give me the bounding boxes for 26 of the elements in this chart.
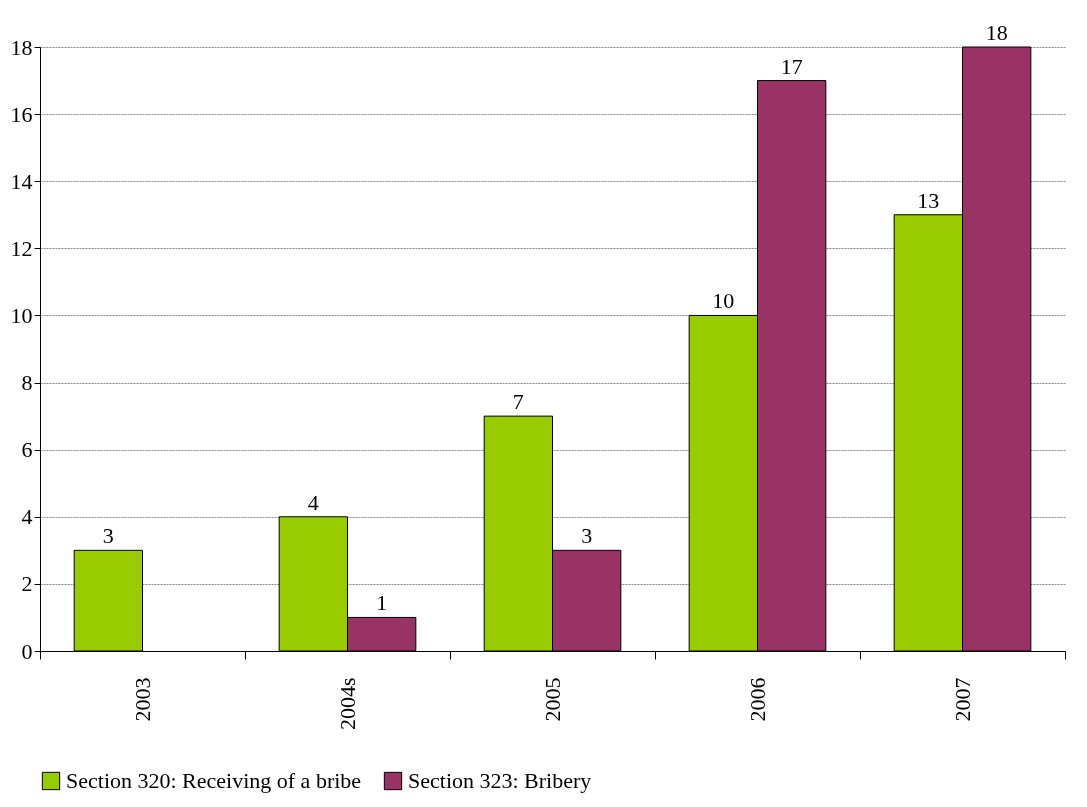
y-tick-label: 6 xyxy=(21,437,33,463)
y-tick-label: 10 xyxy=(10,302,33,328)
data-label: 3 xyxy=(102,523,114,549)
x-tick-label: 2003 xyxy=(130,677,155,722)
data-label: 4 xyxy=(307,489,319,515)
data-label: 17 xyxy=(780,53,803,79)
x-tick-label: 2005 xyxy=(540,677,565,722)
data-label: 10 xyxy=(712,288,735,314)
y-tick-label: 12 xyxy=(10,235,33,261)
y-tick-label: 18 xyxy=(10,34,33,60)
y-tick-label: 4 xyxy=(21,504,33,530)
y-tick-label: 0 xyxy=(21,638,33,664)
legend-label: Section 320: Receiving of a bribe xyxy=(66,768,362,793)
y-tick-label: 16 xyxy=(10,101,33,127)
data-label: 7 xyxy=(512,389,524,415)
data-label: 18 xyxy=(985,20,1008,45)
data-label: 1 xyxy=(376,590,388,616)
x-tick-label: 2006 xyxy=(745,677,770,722)
data-label: 3 xyxy=(581,523,593,549)
x-tick-label: 2004s xyxy=(335,677,360,731)
y-tick-label: 14 xyxy=(10,168,33,194)
data-label: 13 xyxy=(917,187,940,213)
y-tick-label: 8 xyxy=(21,370,33,396)
legend-label: Section 323: Bribery xyxy=(408,768,592,793)
x-tick-label: 2007 xyxy=(950,677,975,722)
y-tick-label: 2 xyxy=(21,571,33,597)
